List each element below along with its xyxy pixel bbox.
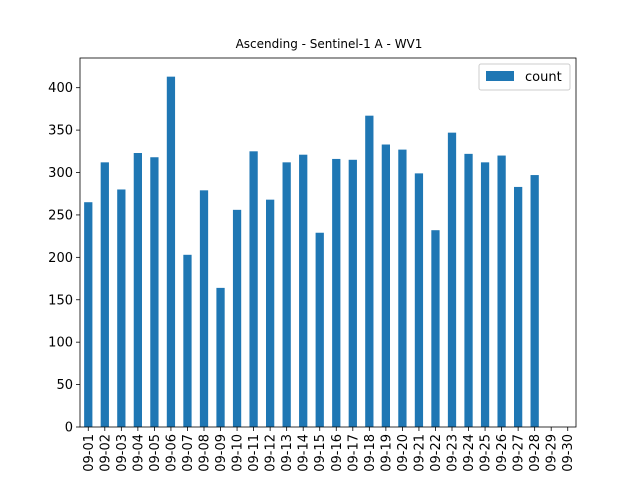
x-tick-label: 09-06 <box>164 434 179 472</box>
bar-09-12 <box>266 199 275 427</box>
bar-09-13 <box>282 162 291 427</box>
bar-09-03 <box>117 189 126 427</box>
x-tick-label: 09-02 <box>98 434 113 472</box>
bar-09-21 <box>414 173 424 427</box>
x-tick-label: 09-11 <box>247 434 262 472</box>
y-tick-label: 250 <box>48 208 73 223</box>
bar-09-25 <box>480 162 490 427</box>
x-tick-label: 09-17 <box>346 434 361 472</box>
legend-label: count <box>525 70 562 85</box>
y-tick-label: 150 <box>48 293 73 308</box>
x-tick-label: 09-18 <box>363 434 378 472</box>
bars-layer <box>84 76 539 428</box>
bar-09-10 <box>232 209 242 427</box>
x-tick-label: 09-22 <box>429 434 444 472</box>
legend-swatch <box>486 71 514 81</box>
bar-09-16 <box>332 158 341 427</box>
bar-09-05 <box>150 157 159 427</box>
y-tick-label: 0 <box>65 421 73 436</box>
y-tick-label: 400 <box>48 81 73 96</box>
bar-09-24 <box>464 153 473 428</box>
x-tick-label: 09-09 <box>214 434 229 472</box>
y-tick-label: 200 <box>48 251 73 266</box>
bar-09-09 <box>216 287 225 427</box>
y-tick-label: 100 <box>48 336 73 351</box>
bar-09-28 <box>530 175 539 427</box>
y-tick-label: 300 <box>48 166 73 181</box>
x-tick-label: 09-14 <box>297 434 312 472</box>
bar-09-22 <box>431 230 440 427</box>
x-tick-label: 09-04 <box>131 434 146 472</box>
x-tick-label: 09-29 <box>545 434 560 472</box>
x-tick-label: 09-30 <box>561 434 576 472</box>
x-tick-label: 09-28 <box>528 434 543 472</box>
bar-09-27 <box>514 186 523 427</box>
x-tick-label: 09-27 <box>512 434 527 472</box>
bar-09-14 <box>299 154 308 427</box>
bar-09-26 <box>497 155 506 428</box>
x-tick-label: 09-24 <box>462 434 477 472</box>
x-tick-label: 09-15 <box>313 434 328 472</box>
x-tick-label: 09-03 <box>115 434 130 472</box>
x-tick-label: 09-16 <box>330 434 345 472</box>
x-tick-label: 09-19 <box>379 434 394 472</box>
bar-09-23 <box>447 132 457 427</box>
chart-title: Ascending - Sentinel-1 A - WV1 <box>236 37 423 51</box>
x-tick-label: 09-12 <box>264 434 279 472</box>
bar-09-15 <box>315 232 324 427</box>
bar-09-20 <box>398 149 407 428</box>
x-tick-label: 09-23 <box>446 434 461 472</box>
legend: count <box>478 63 571 91</box>
x-tick-label: 09-26 <box>495 434 510 472</box>
x-tick-label: 09-20 <box>396 434 411 472</box>
x-tick-label: 09-10 <box>231 434 246 472</box>
bar-09-06 <box>166 76 176 427</box>
legend-box <box>478 63 571 91</box>
bar-09-17 <box>348 159 357 428</box>
y-tick-label: 50 <box>56 378 73 393</box>
bar-09-19 <box>381 144 390 427</box>
x-tick-label: 09-07 <box>181 434 196 472</box>
bar-09-02 <box>100 162 109 427</box>
plot-frame <box>79 57 577 428</box>
bar-09-04 <box>133 153 142 427</box>
bar-09-18 <box>365 115 374 428</box>
bar-09-08 <box>199 190 209 427</box>
x-tick-label: 09-08 <box>198 434 213 472</box>
x-tick-label: 09-21 <box>412 434 427 472</box>
x-tick-label: 09-01 <box>82 434 97 472</box>
bar-09-07 <box>183 254 192 427</box>
y-tick-label: 350 <box>48 124 73 139</box>
bar-09-11 <box>249 151 258 427</box>
x-tick-label: 09-25 <box>479 434 494 472</box>
bar-09-01 <box>84 202 93 427</box>
x-tick-label: 09-05 <box>148 434 163 472</box>
x-tick-label: 09-13 <box>280 434 295 472</box>
